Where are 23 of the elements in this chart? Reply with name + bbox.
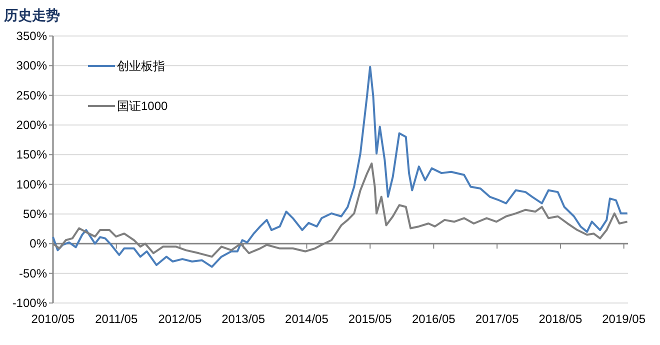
y-tick-label: 200%	[16, 118, 48, 132]
legend-label: 创业板指	[117, 59, 165, 73]
x-tick-label: 2016/05	[412, 312, 456, 326]
x-tick-label: 2015/05	[348, 312, 392, 326]
y-tick-label: 350%	[16, 29, 48, 43]
x-tick-label: 2017/05	[475, 312, 520, 326]
legend-label: 国证1000	[117, 99, 168, 113]
chart-title: 历史走势	[3, 7, 60, 23]
x-tick-label: 2011/05	[95, 312, 138, 326]
x-tick-label: 2018/05	[538, 312, 582, 326]
y-tick-label: 150%	[16, 148, 48, 162]
y-tick-label: 250%	[16, 88, 48, 102]
y-tick-label: -50%	[18, 266, 48, 280]
x-tick-label: 2013/05	[222, 312, 266, 326]
y-tick-label: 300%	[16, 58, 48, 73]
x-tick-label: 2014/05	[285, 312, 329, 326]
x-tick-label: 2012/05	[158, 312, 202, 326]
y-tick-label: -100%	[12, 296, 48, 310]
x-tick-label: 2010/05	[31, 312, 76, 326]
y-tick-label: 100%	[16, 177, 48, 192]
y-tick-label: 50%	[22, 207, 48, 221]
x-tick-label: 2019/05	[602, 312, 646, 326]
y-tick-label: 0%	[30, 236, 48, 251]
